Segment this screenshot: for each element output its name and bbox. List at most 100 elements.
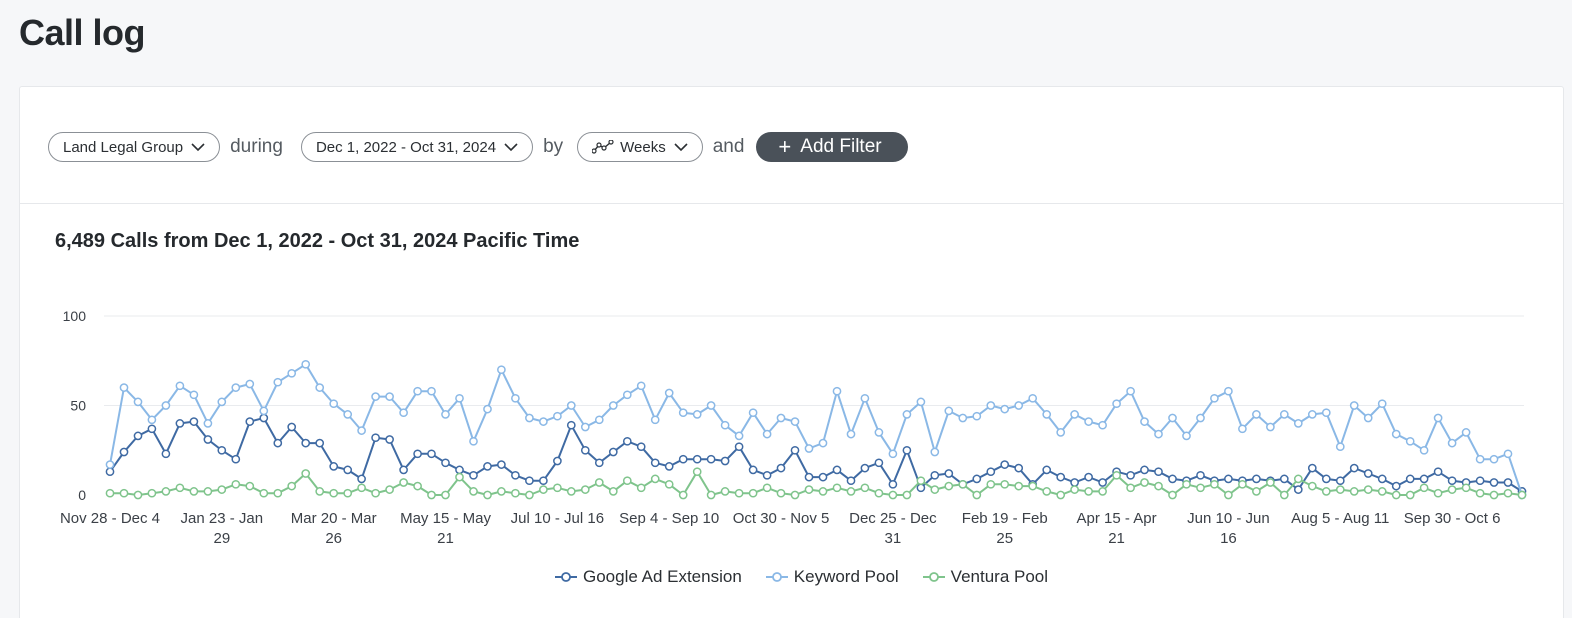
data-point	[133, 431, 143, 441]
data-point	[343, 488, 353, 498]
data-point	[413, 449, 422, 459]
date-range-dropdown[interactable]: Dec 1, 2022 - Oct 31, 2024	[300, 132, 534, 162]
data-point	[1279, 410, 1289, 419]
data-point	[1042, 465, 1052, 475]
data-point	[1056, 428, 1066, 437]
granularity-dropdown[interactable]: Weeks	[577, 132, 703, 162]
data-point	[692, 410, 702, 419]
add-filter-button[interactable]: + Add Filter	[756, 132, 908, 162]
data-point	[1419, 483, 1429, 493]
chart-legend: Google Ad Extension Keyword Pool Ventura…	[555, 567, 1048, 587]
data-point	[161, 401, 171, 410]
data-point	[133, 397, 143, 407]
plus-icon: +	[778, 134, 792, 159]
data-point	[315, 383, 325, 392]
data-point	[287, 368, 297, 378]
data-point	[930, 447, 940, 457]
data-point	[720, 487, 730, 496]
data-point	[301, 438, 311, 448]
data-point	[734, 442, 744, 452]
data-point	[888, 479, 898, 489]
data-point	[1000, 460, 1010, 469]
chart-card: Land Legal Group during Dec 1, 2022 - Oc…	[19, 86, 1564, 618]
legend-label: Keyword Pool	[793, 567, 899, 586]
data-point	[259, 488, 269, 498]
data-point	[301, 469, 311, 478]
legend-item-google-ad-extension[interactable]: Google Ad Extension	[555, 567, 742, 587]
data-point	[762, 483, 772, 493]
chevron-down-icon	[191, 143, 205, 152]
data-point	[1056, 490, 1066, 500]
data-point	[539, 476, 548, 486]
data-point	[1014, 401, 1024, 410]
data-point	[622, 436, 632, 446]
legend-item-keyword-pool[interactable]: Keyword Pool	[765, 567, 899, 587]
data-point	[385, 392, 394, 401]
data-point	[133, 490, 143, 500]
data-point	[1238, 479, 1247, 489]
data-point	[1475, 476, 1485, 486]
data-point	[1293, 419, 1303, 428]
data-point	[986, 401, 996, 410]
data-point	[1363, 469, 1373, 478]
data-point	[902, 445, 912, 455]
data-point	[1349, 401, 1359, 410]
data-point	[497, 460, 506, 469]
data-point	[1196, 470, 1205, 480]
data-point	[566, 401, 576, 410]
data-point	[511, 393, 520, 403]
data-point	[846, 476, 856, 486]
data-point	[385, 485, 394, 494]
data-point	[594, 478, 604, 487]
data-point	[1154, 481, 1163, 491]
data-point	[1489, 490, 1499, 500]
data-point	[888, 449, 898, 459]
data-point	[1210, 479, 1219, 489]
data-point	[1447, 485, 1457, 494]
data-point	[692, 467, 702, 477]
account-dropdown[interactable]: Land Legal Group	[48, 132, 221, 162]
data-point	[902, 490, 912, 500]
data-point	[1377, 487, 1387, 496]
data-point	[706, 401, 716, 410]
data-point	[958, 413, 968, 423]
data-point	[413, 481, 422, 491]
data-point	[860, 463, 870, 473]
legend-item-ventura-pool[interactable]: Ventura Pool	[922, 567, 1048, 587]
y-tick-label: 50	[70, 398, 86, 414]
data-point	[1084, 487, 1093, 496]
data-point	[636, 381, 646, 391]
data-point	[972, 411, 982, 421]
data-point	[930, 485, 940, 494]
data-point	[343, 410, 353, 419]
data-point	[1252, 410, 1261, 419]
x-tick-label: 31	[885, 530, 902, 547]
data-point	[776, 463, 786, 473]
data-point	[916, 476, 926, 486]
x-tick-label: Jul 10 - Jul 16	[511, 510, 604, 527]
data-point	[371, 392, 380, 401]
data-point	[1391, 429, 1401, 439]
data-point	[594, 458, 604, 468]
data-point	[315, 438, 325, 448]
data-point	[874, 458, 884, 468]
divider	[20, 203, 1563, 204]
data-point	[1391, 481, 1401, 491]
data-point	[357, 474, 366, 484]
y-tick-label: 100	[63, 308, 87, 324]
data-point	[706, 490, 716, 500]
data-point	[1279, 490, 1289, 500]
data-point	[1489, 454, 1499, 464]
data-point	[1377, 474, 1387, 484]
data-point	[1363, 413, 1373, 423]
data-point	[1461, 428, 1471, 437]
data-point	[1307, 463, 1317, 473]
data-point	[1126, 483, 1135, 493]
data-point	[916, 483, 926, 493]
data-point	[469, 487, 478, 496]
data-point	[161, 449, 171, 459]
data-point	[483, 462, 492, 471]
data-point	[1210, 393, 1219, 403]
data-point	[553, 483, 562, 493]
data-point	[497, 365, 506, 375]
